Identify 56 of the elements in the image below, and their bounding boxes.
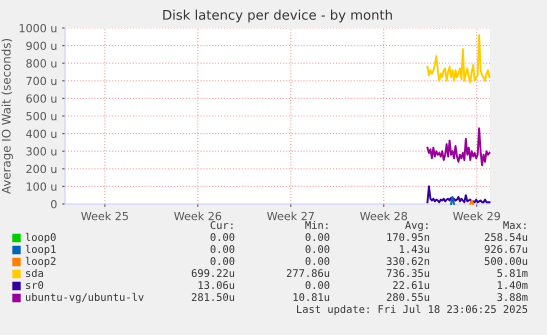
text: 277.86u (286, 269, 330, 278)
y-tick-label: 500 u (26, 112, 56, 120)
text: 0.00 (306, 257, 330, 266)
text: 170.95n (387, 233, 430, 242)
text: 926.67u (484, 245, 528, 254)
text: 22.61u (393, 281, 430, 290)
text: 0.00 (306, 233, 330, 242)
line-series (426, 34, 490, 84)
y-tick-label: 800 u (26, 59, 56, 68)
text: 736.35u (386, 269, 430, 278)
text: 1.43u (400, 245, 430, 254)
text: 1.40m (498, 281, 528, 290)
text: Max: (503, 221, 526, 230)
text: 0.00 (210, 233, 234, 242)
y-tick-label: 0 (51, 200, 57, 208)
y-tick-label: 700 u (26, 76, 56, 86)
text: 258.54u (484, 233, 528, 242)
text: Cur: (210, 221, 232, 230)
text: 5.81m (497, 269, 528, 278)
y-tick-label: 100 u (26, 182, 56, 191)
x-tick-label: Week 27 (267, 212, 314, 220)
text: Min: (305, 220, 328, 229)
legend-label: sr0 (26, 281, 44, 290)
text: 0.00 (306, 281, 330, 290)
legend-label: loop2 (26, 256, 56, 268)
chart-title: Disk latency per device - by month (163, 10, 392, 22)
y-axis-title: Average IO Wait (seconds) (2, 38, 13, 194)
text: 13.06u (198, 281, 234, 290)
y-tick-label: 300 u (26, 147, 56, 156)
legend-label: loop0 (26, 232, 56, 244)
y-tick-label: 600 u (26, 94, 56, 103)
text: 0.00 (210, 257, 234, 266)
legend-label: ubuntu-vg/ubuntu-lv (26, 292, 144, 304)
text: 330.62n (386, 257, 430, 266)
y-tick-label: 1000 u (20, 24, 56, 32)
legend-label: loop1 (26, 244, 56, 256)
text: 699.22u (192, 269, 234, 278)
text: 3.88m (497, 293, 528, 302)
x-tick-label: Week 28 (360, 212, 408, 220)
legend-label: sda (26, 268, 43, 278)
x-tick-label: Week 25 (81, 212, 128, 220)
text: 280.55u (386, 293, 430, 302)
x-tick-label: Week 26 (174, 212, 222, 220)
text: Avg: (405, 221, 428, 232)
text: 10.81u (294, 293, 330, 302)
text: 281.50u (192, 293, 234, 302)
line-series (426, 127, 490, 166)
text: 0.00 (210, 245, 234, 254)
line-series (426, 185, 490, 204)
y-tick-label: 900 u (26, 42, 56, 50)
text: Last update: Fri Jul 18 23:06:25 2025 (297, 304, 528, 316)
y-tick-label: 400 u (26, 130, 56, 138)
y-tick-label: 200 u (26, 164, 56, 174)
text: 0.00 (306, 245, 330, 254)
text: 500.00u (484, 257, 528, 266)
x-tick-label: Week 29 (453, 212, 500, 220)
